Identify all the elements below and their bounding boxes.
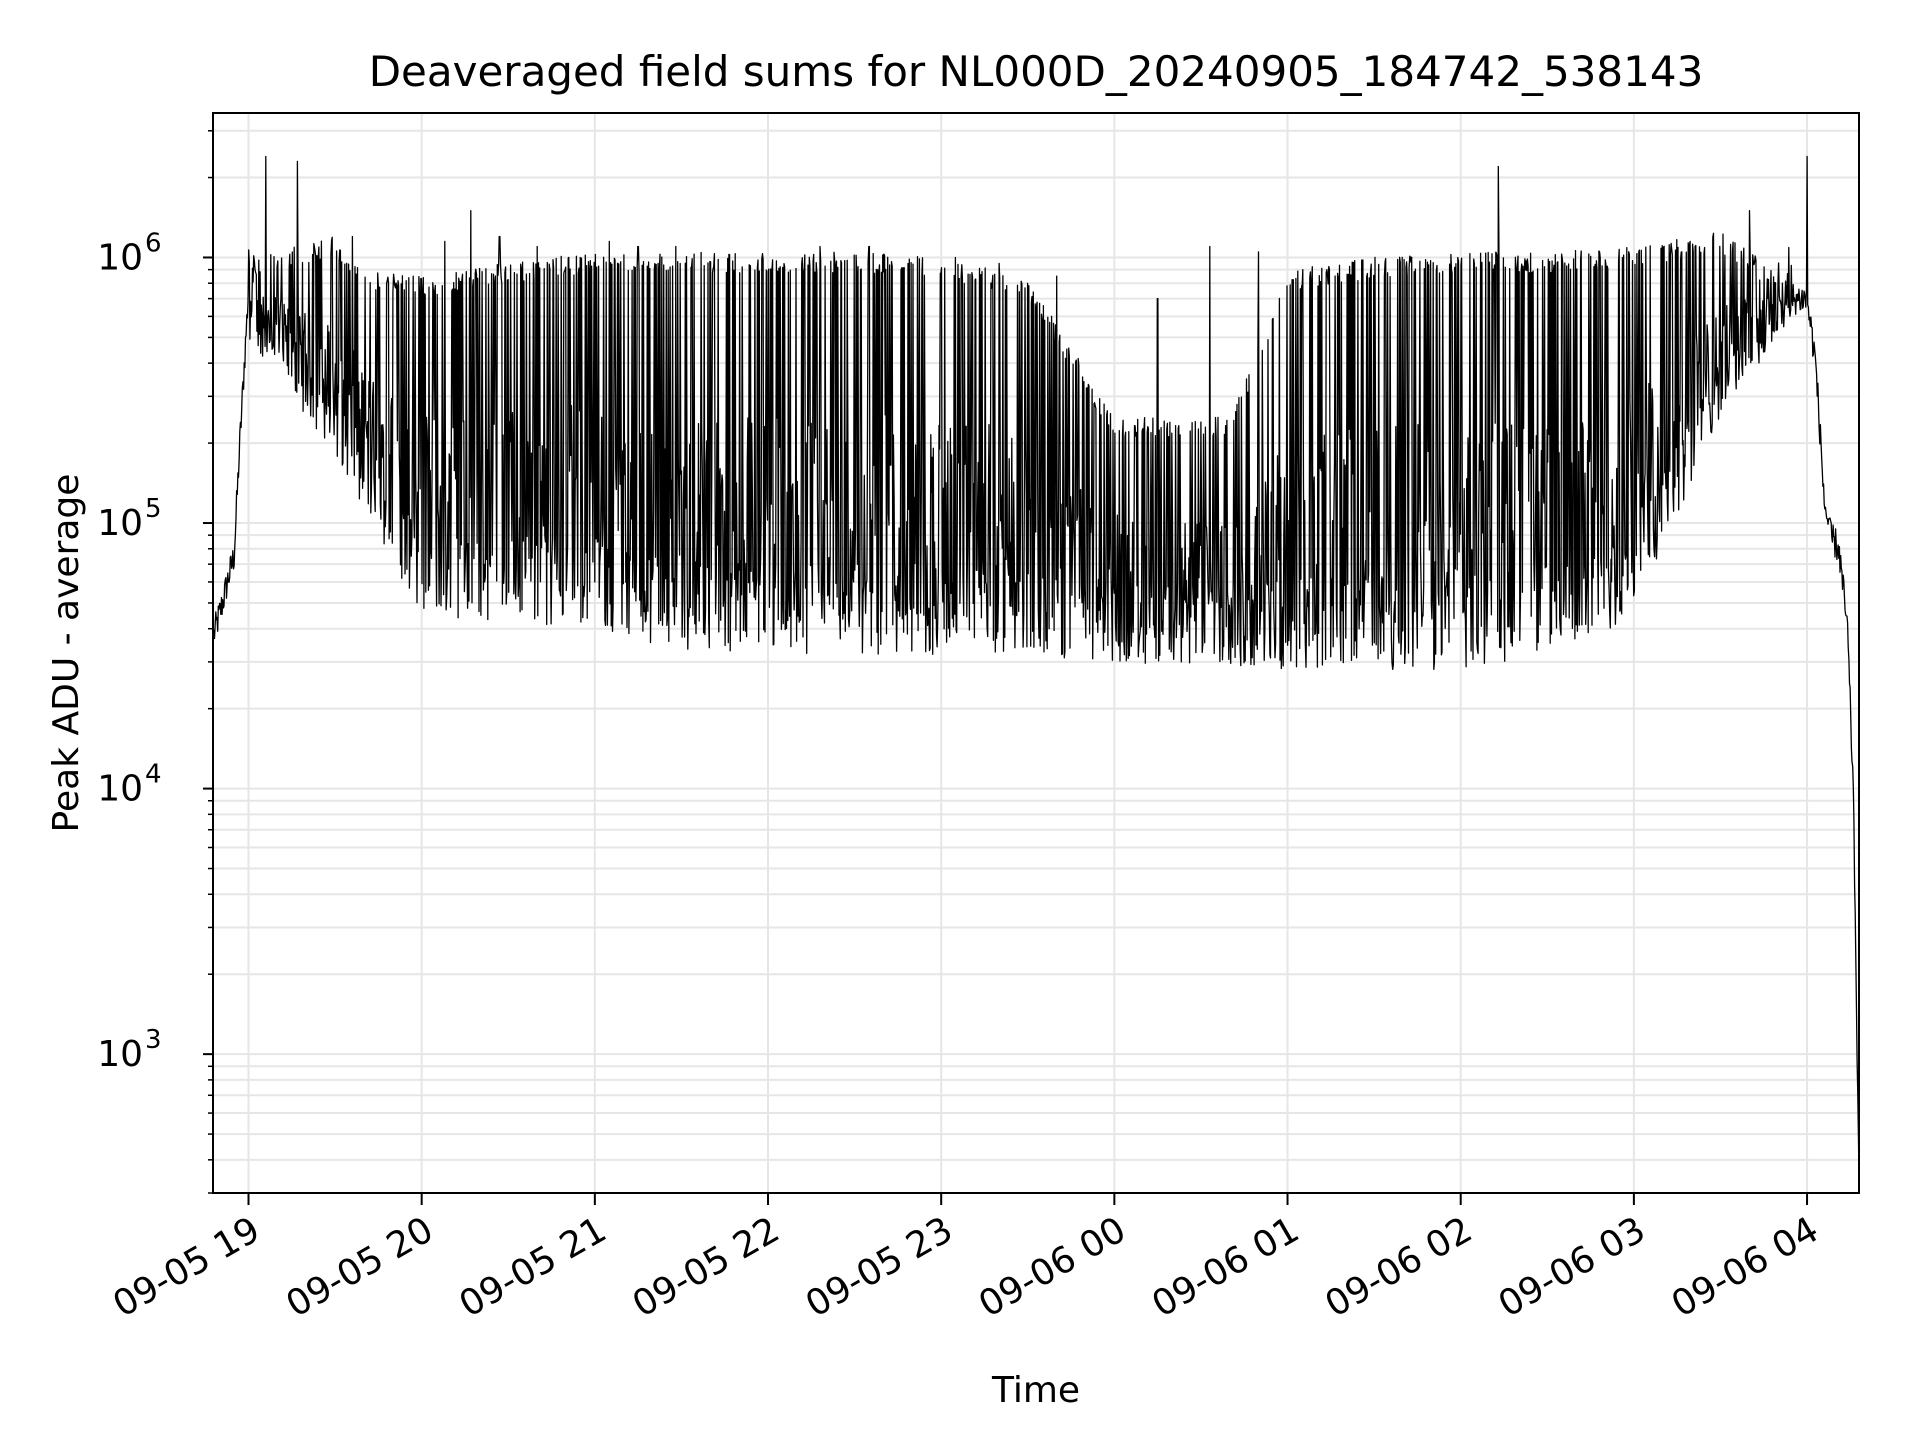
- y-tick-exponent: 6: [145, 228, 162, 258]
- x-axis-label: Time: [991, 1370, 1080, 1411]
- chart-title: Deaveraged field sums for NL000D_2024090…: [369, 47, 1704, 96]
- y-tick-exponent: 3: [145, 1025, 162, 1055]
- grid-lines: [213, 113, 1859, 1194]
- series-line: [213, 155, 1860, 1178]
- y-tick-label: 10: [97, 237, 143, 278]
- y-axis-label: Peak ADU - average: [46, 474, 87, 833]
- y-tick-label: 10: [97, 503, 143, 544]
- y-tick-exponent: 4: [145, 760, 162, 790]
- series-path: [213, 155, 1860, 1178]
- y-tick-label: 10: [97, 1034, 143, 1075]
- y-tick-exponent: 5: [145, 494, 162, 524]
- plot-frame: [212, 112, 1860, 1194]
- y-tick-label: 10: [97, 769, 143, 810]
